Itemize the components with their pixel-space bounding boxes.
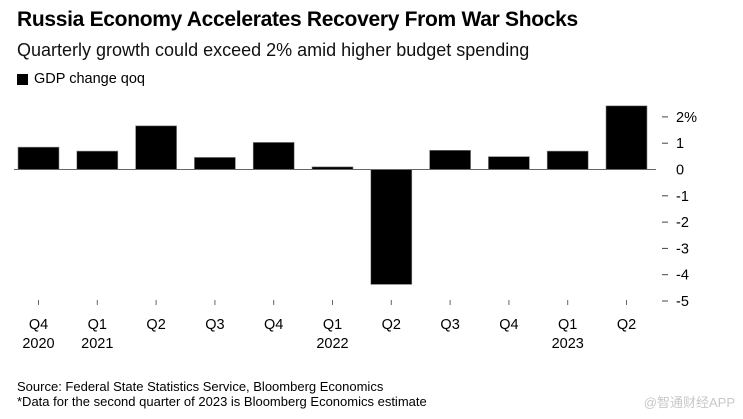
bar [370,169,413,285]
bar [17,146,60,170]
x-tick-label-quarter: Q3 [205,317,224,333]
chart-title: Russia Economy Accelerates Recovery From… [17,8,578,31]
y-tick-label: -1 [676,189,689,205]
x-tick-label-year: 2022 [316,336,348,352]
y-tick-label: -2 [676,215,689,231]
footnote-text: *Data for the second quarter of 2023 is … [17,394,427,409]
legend: GDP change qoq [17,71,145,87]
y-tick-label: 0 [676,163,684,179]
x-tick-label-quarter: Q4 [264,317,283,333]
x-tick-label-year: 2023 [552,336,584,352]
y-tick-label: -3 [676,241,689,257]
x-tick-label-quarter: Q2 [382,317,401,333]
source-notes: Source: Federal State Statistics Service… [17,379,427,409]
bar [429,150,471,170]
x-tick-label-quarter: Q1 [323,317,342,333]
source-text: Source: Federal State Statistics Service… [17,379,384,394]
x-tick-label-year: 2020 [22,336,54,352]
x-tick-label-quarter: Q1 [558,317,577,333]
bar [546,150,589,170]
x-tick-label-quarter: Q1 [88,317,107,333]
y-tick-label: 1 [676,136,684,152]
x-tick-label-quarter: Q3 [440,317,459,333]
legend-label: GDP change qoq [34,71,145,87]
x-tick-label-quarter: Q4 [499,317,518,333]
bar [135,125,177,170]
watermark: @智通财经APP [643,395,735,410]
x-tick-label-year: 2021 [81,336,113,352]
y-tick-label: 2% [676,110,697,126]
bar [194,157,236,170]
bar [76,150,119,170]
x-tick-label-quarter: Q2 [617,317,636,333]
y-tick-label: -5 [676,294,689,310]
chart-subtitle: Quarterly growth could exceed 2% amid hi… [17,40,530,60]
x-tick-label-quarter: Q2 [146,317,165,333]
bar [605,105,648,170]
bar [252,142,295,170]
bar [488,156,530,170]
y-tick-label: -4 [676,268,689,284]
bar-chart: Q4 2020 Q1 2021 Q2 Q3 Q4 Q1 2022 Q2 Q3 Q4 Q1 2023 Q2 2%… [14,105,697,352]
x-tick-label-quarter: Q4 [29,317,48,333]
legend-swatch [17,73,28,85]
